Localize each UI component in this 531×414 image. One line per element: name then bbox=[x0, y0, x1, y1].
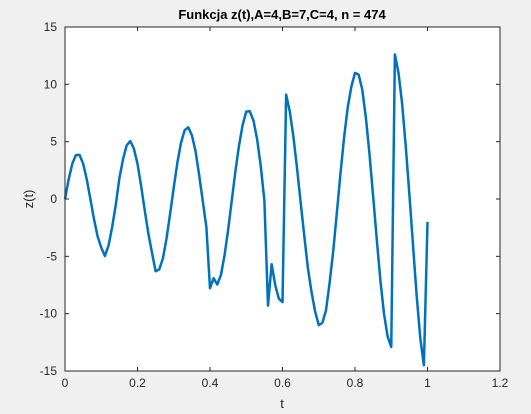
y-tick-label: 10 bbox=[44, 77, 58, 91]
plot-area-background bbox=[65, 27, 500, 371]
x-axis-ticks: 0 0.2 0.4 0.6 0.8 1 1.2 bbox=[62, 27, 509, 390]
y-tick-label: -10 bbox=[40, 307, 58, 321]
x-tick-label: 0.2 bbox=[129, 376, 146, 390]
x-tick-label: 0.6 bbox=[274, 376, 291, 390]
chart-marks bbox=[63, 53, 429, 367]
x-tick-label: 1 bbox=[424, 376, 431, 390]
chart-title: Funkcja z(t),A=4,B=7,C=4, n = 474 bbox=[178, 7, 386, 22]
x-tick-label: 0.4 bbox=[202, 376, 219, 390]
x-axis-label: t bbox=[280, 396, 284, 411]
x-tick-label: 0.8 bbox=[347, 376, 364, 390]
y-axis-ticks: 15 10 5 0 -5 -10 -15 bbox=[40, 20, 500, 378]
x-tick-label: 1.2 bbox=[492, 376, 509, 390]
x-tick-label: 0 bbox=[62, 376, 69, 390]
y-tick-label: 5 bbox=[50, 135, 57, 149]
y-tick-label: -15 bbox=[40, 364, 58, 378]
y-tick-label: -5 bbox=[46, 249, 57, 263]
series-line-0 bbox=[63, 53, 429, 367]
y-tick-label: 0 bbox=[50, 192, 57, 206]
y-axis-label: z(t) bbox=[21, 190, 36, 209]
y-tick-label: 15 bbox=[44, 20, 58, 34]
